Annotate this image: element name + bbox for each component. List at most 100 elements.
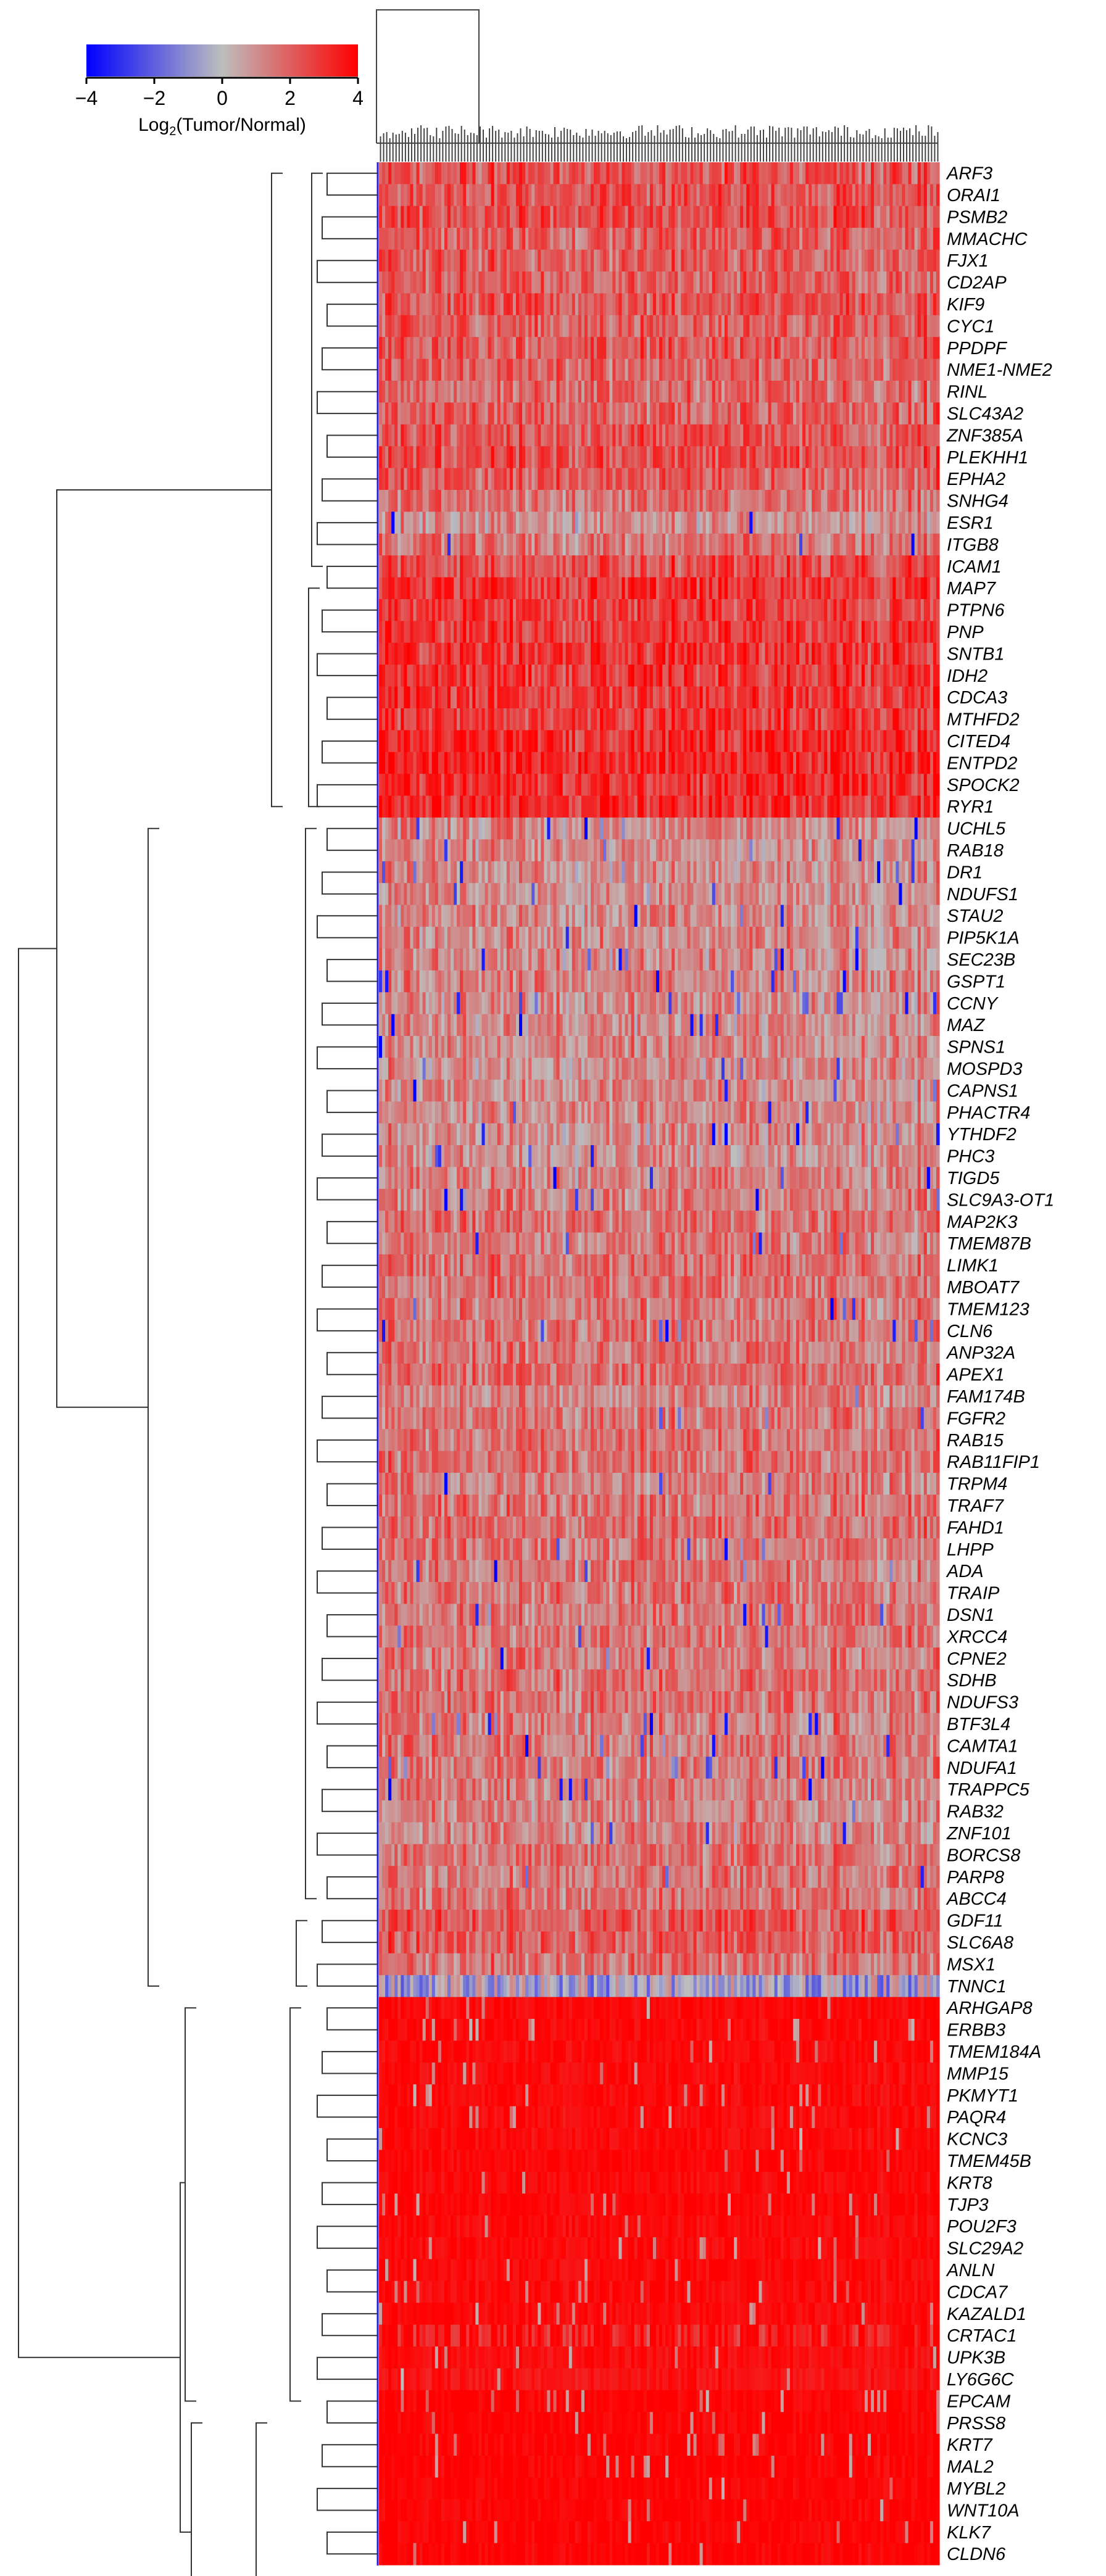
heatmap-cell [578,665,582,687]
heatmap-cell [690,293,694,316]
heatmap-cell [649,293,654,316]
heatmap-cell [494,708,498,731]
heatmap-cell [818,315,821,338]
heatmap-cell [765,642,769,665]
heatmap-cell [559,599,563,621]
heatmap-cell [886,642,890,665]
heatmap-cell [929,358,934,381]
heatmap-cell [553,511,557,534]
heatmap-cell [836,337,841,360]
heatmap-cell [454,730,457,753]
heatmap-cell [550,249,554,272]
heatmap-cell [541,446,544,469]
heatmap-cell [746,249,750,272]
heatmap-cell [609,228,613,251]
heatmap-cell [715,511,719,534]
heatmap-cell [454,490,457,512]
heatmap-cell [796,205,800,228]
heatmap-cell [696,184,701,207]
heatmap-cell [896,402,900,425]
heatmap-cell [855,162,859,184]
heatmap-cell [640,533,644,556]
heatmap-cell [457,686,460,709]
heatmap-cell [693,665,697,687]
heatmap-cell [447,511,451,534]
heatmap-cell [665,205,669,228]
heatmap-cell [774,205,778,228]
heatmap-cell [559,271,563,294]
heatmap-cell [397,621,401,644]
heatmap-cell [410,511,414,534]
heatmap-cell [491,228,495,251]
heatmap-cell [699,446,704,469]
heatmap-cell [587,468,591,491]
heatmap-cell [827,162,831,184]
heatmap-cell [652,511,657,534]
heatmap-cell [541,293,544,316]
heatmap-cell [622,511,626,534]
heatmap-cell [727,424,731,447]
heatmap-cell [755,577,760,600]
heatmap-cell [404,511,407,534]
heatmap-cell [503,642,507,665]
heatmap-cell [503,402,507,425]
heatmap-cell [568,730,573,753]
heatmap-cell [662,599,666,621]
heatmap-cell [568,446,573,469]
heatmap-cell [609,577,613,600]
heatmap-cell [391,249,395,272]
heatmap-cell [699,621,704,644]
heatmap-cell [693,381,697,403]
heatmap-cell [755,642,760,665]
heatmap-cell [438,555,442,578]
heatmap-cell [422,337,426,360]
heatmap-cell [431,621,436,644]
heatmap-cell [699,533,704,556]
heatmap-cell [696,402,701,425]
heatmap-cell [746,424,750,447]
heatmap-cell [622,293,626,316]
heatmap-cell [525,249,529,272]
heatmap-cell [628,621,632,644]
heatmap-cell [929,599,934,621]
heatmap-cell [936,665,940,687]
heatmap-cell [428,424,433,447]
heatmap-cell [425,642,430,665]
heatmap-cell [494,446,498,469]
heatmap-cell [581,621,585,644]
heatmap-cell [864,665,868,687]
heatmap-cell [652,621,657,644]
heatmap-cell [743,533,747,556]
heatmap-cell [597,599,601,621]
heatmap-cell [877,402,881,425]
heatmap-cell [531,228,535,251]
heatmap-cell [802,402,806,425]
heatmap-cell [451,402,454,425]
heatmap-cell [871,468,875,491]
heatmap-cell [936,249,940,272]
heatmap-cell [749,249,753,272]
heatmap-cell [896,337,900,360]
heatmap-cell [388,315,392,338]
heatmap-cell [528,271,532,294]
heatmap-cell [407,162,411,184]
heatmap-cell [649,446,654,469]
heatmap-cell [908,642,912,665]
heatmap-cell [752,184,756,207]
heatmap-cell [472,184,476,207]
heatmap-cell [419,511,423,534]
heatmap-cell [861,665,865,687]
heatmap-cell [497,205,501,228]
heatmap-cell [385,402,389,425]
heatmap-cell [911,315,915,338]
heatmap-cell [702,337,707,360]
heatmap-cell [509,708,514,731]
heatmap-cell [404,271,407,294]
heatmap-cell [768,621,772,644]
heatmap-cell [643,228,647,251]
heatmap-cell [746,577,750,600]
heatmap-cell [830,184,834,207]
heatmap-cell [466,381,470,403]
heatmap-cell [491,205,495,228]
heatmap-cell [846,511,850,534]
